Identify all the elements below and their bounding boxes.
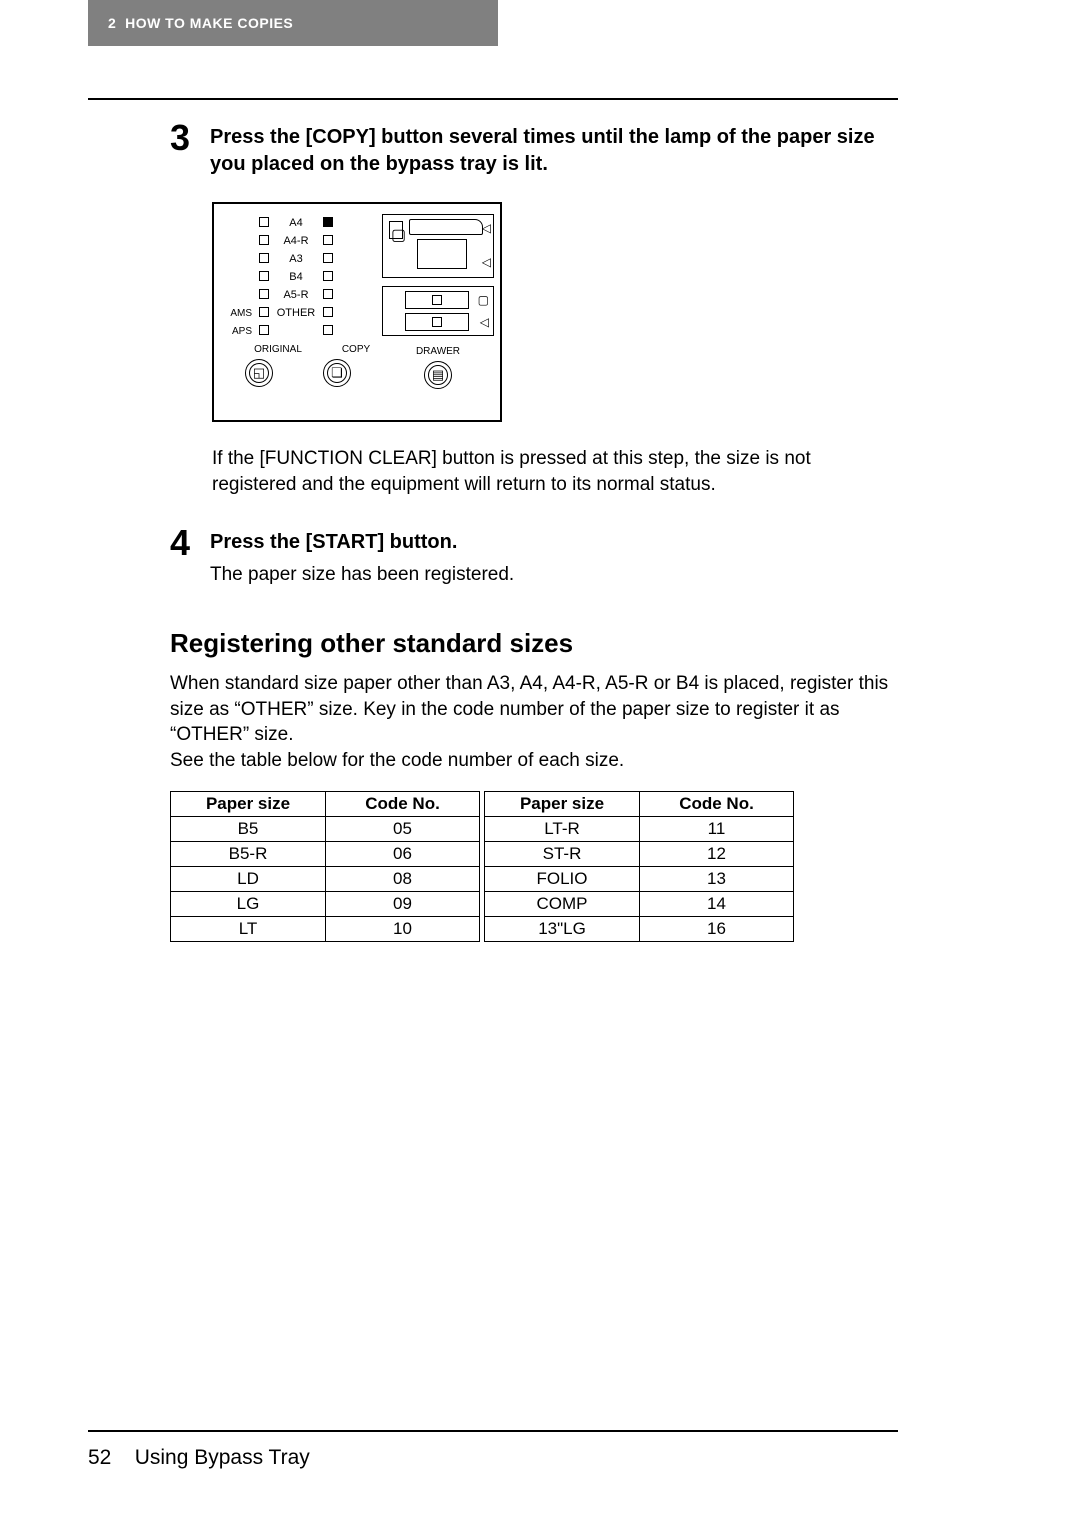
- label-drawer: DRAWER: [382, 346, 494, 357]
- code-table: Paper sizeCode No. B505 B5-R06 LD08 LG09…: [170, 791, 898, 942]
- step-4: 4 Press the [START] button. The paper si…: [170, 525, 898, 588]
- content: 3 Press the [COPY] button several times …: [170, 120, 898, 942]
- cell: 16: [640, 917, 794, 942]
- label-copy: COPY: [336, 344, 376, 355]
- original-button-icon: ◱: [245, 359, 273, 387]
- cell: 09: [326, 892, 480, 917]
- chapter-label: 2 HOW TO MAKE COPIES: [108, 15, 293, 31]
- size-a3: A3: [272, 253, 320, 265]
- size-a5r: A5-R: [272, 289, 320, 301]
- cell: LT-R: [485, 817, 640, 842]
- footer: 52 Using Bypass Tray: [88, 1430, 898, 1470]
- control-panel-diagram: A4 A4-R A3 B4 A5-R AMS OTHER APS ORIGINAL…: [212, 202, 898, 422]
- rule-bottom: [88, 1430, 898, 1432]
- cell: 11: [640, 817, 794, 842]
- cell: 14: [640, 892, 794, 917]
- step-3-note: If the [FUNCTION CLEAR] button is presse…: [212, 446, 898, 497]
- copy-button-icon: ❏: [323, 359, 351, 387]
- cell: COMP: [485, 892, 640, 917]
- cell: 08: [326, 867, 480, 892]
- label-aps: APS: [220, 326, 256, 337]
- drawer-button-icon: ▤: [424, 361, 452, 389]
- cell: B5: [171, 817, 326, 842]
- size-b4: B4: [272, 271, 320, 283]
- th-size: Paper size: [485, 792, 640, 817]
- cell: B5-R: [171, 842, 326, 867]
- size-other: OTHER: [272, 307, 320, 319]
- tray-panel-1: ▢ ◁ ◁: [382, 214, 494, 278]
- step-number: 4: [170, 525, 196, 588]
- cell: LD: [171, 867, 326, 892]
- cell: LT: [171, 917, 326, 942]
- size-a4r: A4-R: [272, 235, 320, 247]
- th-code: Code No.: [326, 792, 480, 817]
- cell: 10: [326, 917, 480, 942]
- section-heading: Registering other standard sizes: [170, 628, 898, 659]
- section-body: When standard size paper other than A3, …: [170, 671, 898, 774]
- cell: 06: [326, 842, 480, 867]
- cell: 05: [326, 817, 480, 842]
- code-table-left: Paper sizeCode No. B505 B5-R06 LD08 LG09…: [170, 791, 480, 942]
- cell: ST-R: [485, 842, 640, 867]
- footer-text: 52 Using Bypass Tray: [88, 1446, 898, 1470]
- step-4-title: Press the [START] button.: [210, 529, 898, 556]
- cell: 13: [640, 867, 794, 892]
- label-ams: AMS: [220, 308, 256, 319]
- header-tab: 2 HOW TO MAKE COPIES: [88, 0, 498, 46]
- step-number: 3: [170, 120, 196, 178]
- tray-panel-2: ▢ ◁: [382, 286, 494, 336]
- rule-top: [88, 98, 898, 100]
- size-a4: A4: [272, 217, 320, 229]
- label-original: ORIGINAL: [220, 344, 336, 355]
- cell: 13"LG: [485, 917, 640, 942]
- code-table-right: Paper sizeCode No. LT-R11 ST-R12 FOLIO13…: [484, 791, 794, 942]
- cell: 12: [640, 842, 794, 867]
- th-code: Code No.: [640, 792, 794, 817]
- cell: FOLIO: [485, 867, 640, 892]
- cell: LG: [171, 892, 326, 917]
- page: 2 HOW TO MAKE COPIES 3 Press the [COPY] …: [0, 0, 1080, 1526]
- step-3-title: Press the [COPY] button several times un…: [210, 124, 898, 178]
- step-4-text: The paper size has been registered.: [210, 562, 898, 588]
- step-3: 3 Press the [COPY] button several times …: [170, 120, 898, 178]
- th-size: Paper size: [171, 792, 326, 817]
